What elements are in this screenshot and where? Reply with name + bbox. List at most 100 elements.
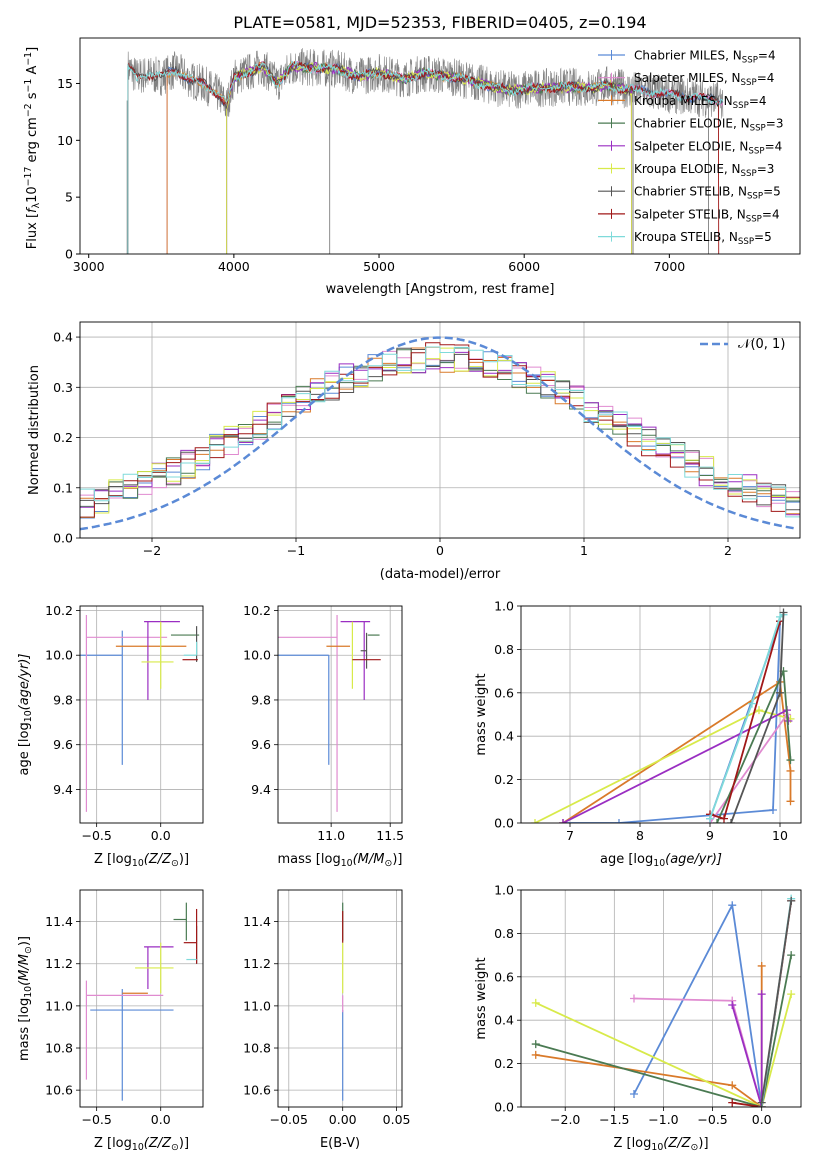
weight-marker — [786, 766, 795, 775]
y-tick-label: 1.0 — [494, 599, 514, 614]
y-tick-label: 0.4 — [53, 330, 73, 345]
y-tick-label: 10.8 — [45, 1041, 73, 1056]
label-part: 10 — [651, 1142, 663, 1153]
label-part: Salpeter STELIB, N — [634, 207, 746, 221]
y-tick-label: 0.6 — [494, 685, 514, 700]
label-part: =4 — [762, 207, 780, 221]
y-tick-label: 10.2 — [45, 603, 73, 618]
weight-series — [731, 994, 763, 1107]
legend-label: Chabrier STELIB, NSSP=5 — [634, 185, 781, 202]
y-tick-label: 0.6 — [494, 969, 514, 984]
label-part: Chabrier MILES, N — [634, 49, 742, 63]
weight-marker — [531, 998, 540, 1007]
label-part: −2 — [23, 103, 34, 117]
label-part: mass [log — [278, 852, 341, 867]
y-tick-label: 11.4 — [45, 914, 73, 929]
label-part: SSP — [733, 101, 749, 111]
spectrum-panel: 3000 4000 5000 6000 7000 0 5 10 15 wavelength [An… — [23, 37, 801, 297]
x-tick-label: −1.5 — [599, 1112, 629, 1127]
weight-series — [562, 708, 790, 823]
x-tick-label: −0.5 — [81, 828, 111, 843]
y-tick-label: 0.8 — [494, 926, 514, 941]
model-spectrum — [226, 62, 633, 254]
weight-marker — [748, 699, 756, 708]
axes-frame — [277, 889, 403, 1108]
y-axis-label: mass [log10(M/M⊙)] — [17, 936, 34, 1061]
label-part: Flux [ — [25, 213, 40, 249]
label-part: SSP — [742, 56, 758, 66]
legend-label: Kroupa ELODIE, NSSP=3 — [634, 162, 774, 179]
weight-marker — [728, 1081, 737, 1090]
y-tick-label: 10.0 — [45, 648, 73, 663]
x-tick-label: 11.5 — [376, 828, 404, 843]
label-part: age [log — [600, 852, 653, 867]
x-tick-label: −1.0 — [648, 1112, 678, 1127]
axes-frame — [520, 889, 802, 1108]
label-part: −1 — [23, 79, 34, 93]
weight-marker — [728, 901, 737, 910]
weight-marker — [706, 814, 714, 823]
legend: 𝒩(0, 1) — [700, 337, 785, 352]
label-part: Kroupa ELODIE, N — [634, 162, 741, 176]
label-part: ⊙ — [171, 858, 179, 869]
model-spectrum — [127, 60, 724, 254]
legend-label: Salpeter MILES, NSSP=4 — [634, 71, 774, 88]
x-tick-label: 11.0 — [317, 828, 345, 843]
y-tick-label: 0.2 — [494, 772, 514, 787]
label-part: Chabrier ELODIE, N — [634, 117, 750, 131]
label-part: =4 — [749, 94, 767, 108]
label-part: Salpeter MILES, N — [634, 71, 741, 85]
axes-frame — [79, 605, 204, 824]
x-tick-label: 0.0 — [752, 1112, 772, 1127]
label-part: SSP — [741, 169, 757, 179]
figure-title: PLATE=0581, MJD=52353, FIBERID=0405, z=0… — [233, 13, 646, 32]
legend-label: Chabrier MILES, NSSP=4 — [634, 49, 776, 66]
x-tick-label: 7000 — [653, 259, 685, 274]
label-part: (Z/Z — [663, 1136, 691, 1151]
x-tick-label: 0.0 — [151, 828, 171, 843]
weight-marker — [531, 1050, 540, 1059]
label-part: (Z/Z — [144, 852, 172, 867]
weight-marker — [757, 1098, 766, 1107]
y-tick-label: 10.6 — [243, 1083, 271, 1098]
y-tick-label: 11.4 — [243, 914, 271, 929]
errorbar-plot — [278, 614, 381, 812]
weight-plot — [531, 608, 795, 823]
weight-marker — [727, 819, 735, 823]
x-axis-label: Z [log10(Z/Z⊙)] — [613, 1136, 708, 1153]
label-part: ⊙ — [23, 946, 34, 954]
errorbar-plot — [85, 902, 198, 1101]
axes-frame — [79, 321, 801, 539]
label-part: Z [log — [94, 1136, 132, 1151]
y-tick-label: 9.8 — [53, 692, 73, 707]
age-vs-Z-panel: −0.5 0.09.49.69.810.010.2Z [log10(Z/Z⊙)]a… — [17, 603, 204, 869]
label-part: (age/yr)] — [665, 852, 722, 867]
weight-marker — [787, 951, 796, 960]
y-axis-label: mass weight — [474, 673, 489, 755]
label-part: 10 — [653, 858, 665, 869]
y-tick-label: 11.2 — [243, 956, 271, 971]
y-tick-label: 10.8 — [243, 1041, 271, 1056]
weight-marker — [720, 814, 728, 823]
y-axis-label: mass weight — [474, 957, 489, 1039]
x-tick-label: 4000 — [218, 259, 250, 274]
label-part: 10 — [341, 858, 353, 869]
x-tick-label: 0 — [436, 543, 444, 558]
label-part: Z [log — [613, 1136, 651, 1151]
x-tick-label: 0.05 — [383, 1112, 411, 1127]
x-axis-label: age [log10(age/yr)] — [600, 852, 722, 869]
y-tick-label: 9.4 — [251, 782, 271, 797]
y-tick-label: 10.2 — [243, 603, 271, 618]
x-axis-label: Z [log10(Z/Z⊙)] — [94, 1136, 189, 1153]
y-tick-label: 9.8 — [251, 692, 271, 707]
label-part: ] — [25, 47, 40, 52]
y-tick-label: 11.0 — [243, 998, 271, 1013]
label-part: −17 — [23, 167, 34, 187]
x-tick-label: 0.00 — [329, 1112, 357, 1127]
label-part: SSP — [748, 146, 764, 156]
weight-series — [562, 680, 792, 823]
label-part: ⊙ — [691, 1142, 699, 1153]
weight-marker — [615, 819, 623, 823]
label-part: s — [25, 92, 40, 103]
weight-marker — [629, 994, 638, 1003]
